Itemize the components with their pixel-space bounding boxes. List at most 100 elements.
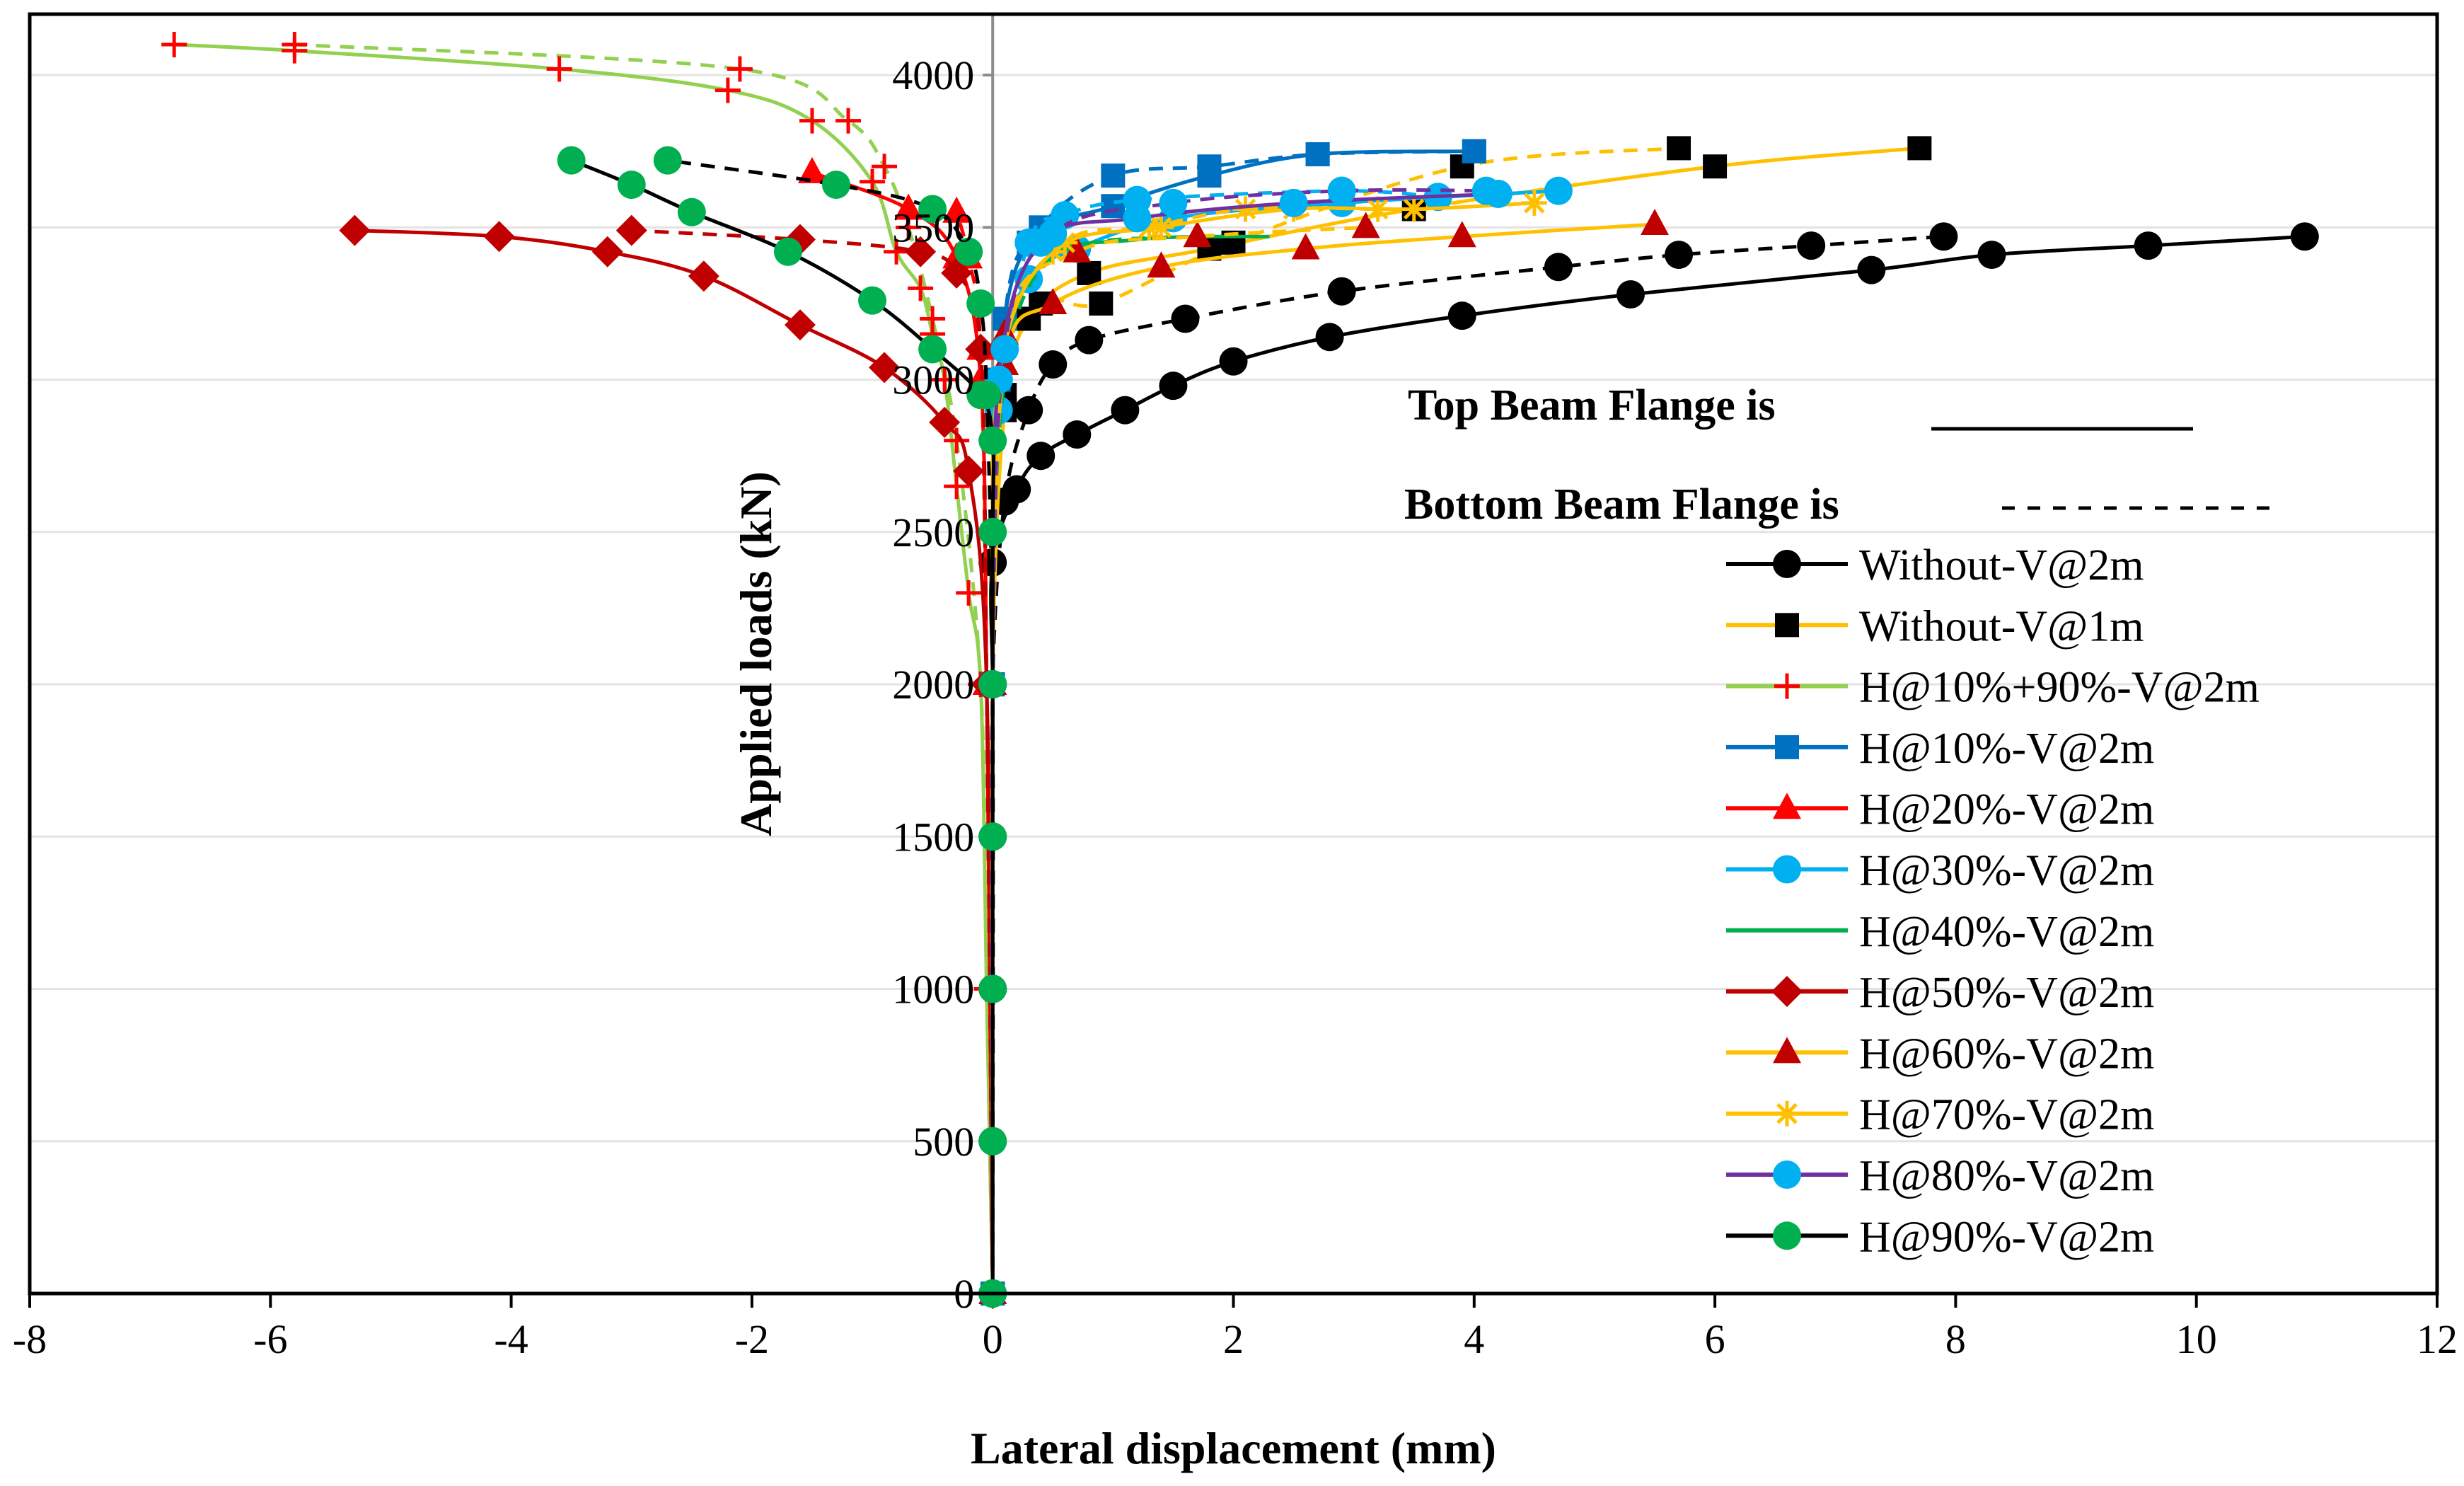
data-point [1159, 188, 1188, 217]
data-point [1077, 260, 1101, 285]
legend-marker [1775, 735, 1799, 759]
data-point [1977, 241, 2006, 270]
data-point [1447, 221, 1476, 248]
legend-marker [1773, 1221, 1801, 1250]
data-point [1462, 139, 1486, 163]
legend-item: H@50%-V@2m [1726, 969, 2154, 1017]
data-point [1063, 236, 1092, 263]
data-point [990, 335, 1019, 364]
legend-label: H@10%-V@2m [1859, 725, 2154, 773]
data-point [1089, 291, 1114, 316]
data-point [1063, 420, 1092, 449]
data-point [1483, 179, 1512, 208]
x-tick-label: -2 [735, 1316, 769, 1362]
y-tick-label: 0 [954, 1271, 974, 1317]
series-line-top-flange [570, 159, 995, 1294]
x-tick-label: 2 [1223, 1316, 1244, 1362]
data-point [1315, 323, 1344, 352]
legend-item: Without-V@2m [1726, 541, 2144, 589]
legend-marker [1775, 613, 1799, 638]
y-tick-label: 4000 [892, 52, 974, 98]
data-point [799, 108, 825, 134]
data-point [161, 32, 187, 58]
legend-label: Without-V@2m [1859, 541, 2144, 589]
data-point [944, 473, 970, 500]
data-point [715, 77, 741, 103]
data-point [546, 56, 572, 82]
y-tick-label: 2000 [892, 662, 974, 708]
data-point [929, 406, 961, 438]
y-tick-label: 1000 [892, 967, 974, 1013]
data-point [1148, 214, 1174, 241]
data-point [1401, 196, 1427, 222]
x-tick-label: 4 [1464, 1316, 1484, 1362]
legend-label: Without-V@1m [1859, 602, 2144, 650]
data-point [1075, 326, 1104, 355]
y-tick-label: 3000 [892, 357, 974, 403]
data-point [1026, 442, 1055, 471]
data-point [1123, 204, 1152, 233]
legend-marker [1773, 1160, 1801, 1189]
data-point [688, 260, 719, 292]
legend-item: H@20%-V@2m [1726, 785, 2154, 834]
data-point [905, 236, 937, 267]
data-point [942, 196, 971, 223]
legend-item: H@10%+90%-V@2m [1726, 664, 2260, 712]
data-point [1101, 163, 1126, 188]
data-point [1544, 176, 1573, 205]
y-tick-label: 2500 [892, 509, 974, 555]
data-point [1219, 347, 1248, 376]
plot-frame [28, 12, 2439, 1296]
legend-marker [1773, 855, 1801, 884]
data-point [884, 238, 910, 265]
data-point [653, 146, 682, 175]
data-point [869, 352, 901, 384]
data-point [1305, 142, 1330, 167]
data-point [1521, 190, 1547, 216]
data-point [1641, 209, 1670, 236]
x-tick-label: 0 [983, 1316, 1003, 1362]
data-point [1159, 372, 1188, 401]
data-point [557, 146, 586, 175]
data-point [784, 309, 816, 341]
data-point [282, 38, 308, 64]
x-tick-label: 10 [2176, 1316, 2217, 1362]
data-point [872, 154, 898, 180]
x-axis-title: Lateral displacement (mm) [971, 1423, 1496, 1473]
data-point [965, 333, 997, 365]
data-point [483, 221, 515, 253]
data-point [677, 197, 706, 226]
data-point [966, 289, 995, 318]
legend-item: H@40%-V@2m [1726, 908, 2154, 956]
data-point [1929, 222, 1958, 251]
legend-label: H@80%-V@2m [1859, 1152, 2154, 1200]
series-H@90%-V@2m [557, 146, 1007, 1308]
x-tick-label: 8 [1945, 1316, 1966, 1362]
data-point [1365, 196, 1391, 222]
data-point [1291, 233, 1320, 260]
data-point [822, 171, 851, 200]
data-point [617, 171, 646, 200]
x-tick-label: 6 [1705, 1316, 1725, 1362]
x-tick-label: 12 [2417, 1316, 2458, 1362]
flange-annotations: Top Beam Flange is Bottom Beam Flange is [1404, 381, 2271, 529]
tick-labels: -8 -6 -4 -2 0 2 4 6 8 10 12 0 500 1000 1500 2000 2500 300… [13, 52, 2458, 1362]
data-point [1026, 228, 1055, 257]
y-axis-title: Applied loads (kN) [731, 471, 781, 836]
data-point [894, 193, 923, 220]
data-point [1171, 304, 1200, 333]
data-point [1014, 396, 1043, 425]
data-point [1665, 241, 1694, 270]
legend-item: H@80%-V@2m [1726, 1152, 2154, 1200]
data-point [941, 257, 973, 289]
data-point [1197, 163, 1222, 188]
legend-item: H@70%-V@2m [1726, 1091, 2154, 1139]
top-flange-note: Top Beam Flange is [1408, 381, 1776, 430]
data-point [773, 237, 802, 266]
data-point [966, 381, 995, 410]
series-layer [161, 32, 2319, 1309]
data-point [797, 156, 826, 183]
data-point [978, 426, 1007, 455]
data-point [978, 517, 1007, 546]
